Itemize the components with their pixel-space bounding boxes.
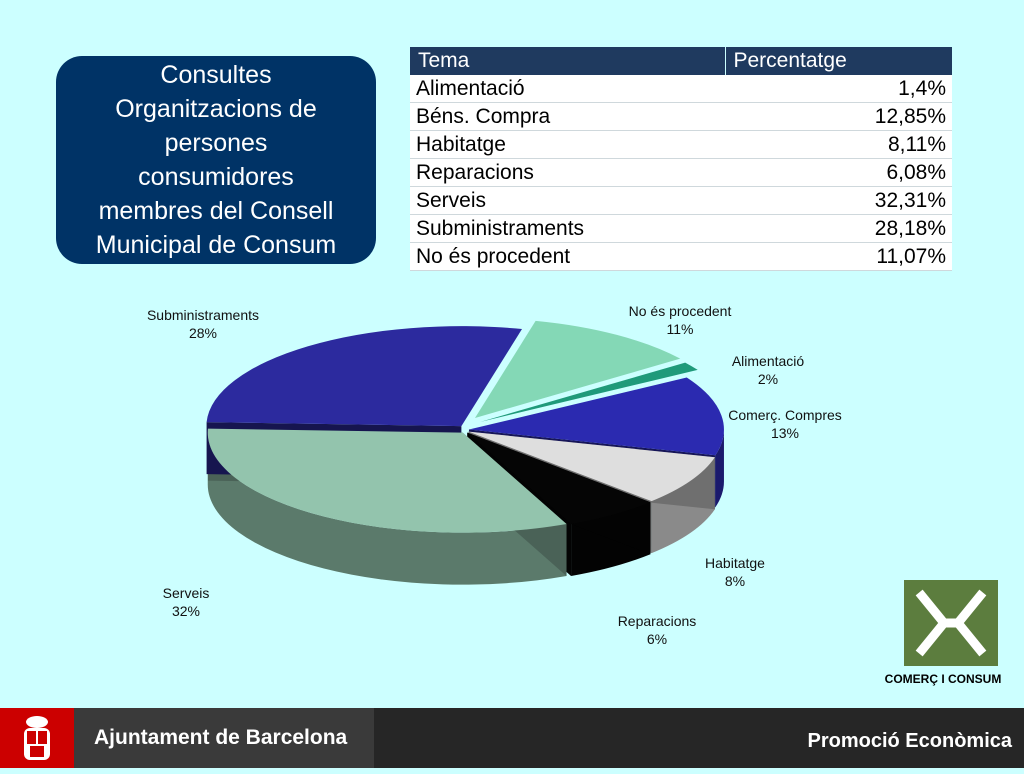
tema-cell: Béns. Compra [410, 102, 725, 131]
slice-percent-label: 28% [189, 325, 217, 341]
pie-slice-side [715, 429, 724, 508]
tema-cell: Reparacions [410, 158, 725, 187]
barcelona-crest-icon [0, 708, 74, 768]
pie-tops [206, 320, 724, 533]
slice-label: Habitatge [705, 555, 765, 571]
slice-label: Serveis [163, 585, 210, 601]
slice-label: Reparacions [618, 613, 697, 629]
pie-slice [474, 320, 681, 419]
slide-title-text: Consultes Organitzacions de persones con… [86, 58, 346, 262]
pie-chart: No és procedent 11% Alimentació 2% Comerç. C… [147, 303, 842, 647]
tema-cell: Serveis [410, 186, 725, 215]
percentage-table: Tema Percentatge Alimentació 1,4% Béns. C… [410, 47, 952, 271]
pie-slice [479, 362, 698, 422]
tema-cell: No és procedent [410, 242, 725, 271]
pct-cell: 8,11% [725, 130, 952, 159]
tema-cell: Subministraments [410, 214, 725, 243]
pie-slice [207, 428, 567, 533]
table-row: Reparacions 6,08% [410, 158, 952, 187]
pct-cell: 12,85% [725, 102, 952, 131]
footer-organization: Ajuntament de Barcelona [74, 708, 374, 768]
logo-glyph [915, 589, 987, 657]
slide-title: Consultes Organitzacions de persones con… [56, 56, 376, 264]
header-percentatge: Percentatge [724, 47, 952, 75]
pie-slice [468, 431, 715, 502]
slice-percent-label: 11% [667, 321, 694, 337]
title-line: Consultes [160, 61, 272, 89]
slice-percent-label: 6% [647, 631, 667, 647]
slice-label: Subministraments [147, 307, 259, 323]
title-line: consumidores [138, 163, 294, 191]
pie-slice-side [207, 432, 567, 585]
table-row: No és procedent 11,07% [410, 242, 952, 271]
title-line: Organitzacions de [115, 95, 317, 123]
header-tema: Tema [410, 47, 725, 75]
pie-slice [467, 432, 651, 524]
slice-percent-label: 32% [172, 603, 200, 619]
table-row: Serveis 32,31% [410, 186, 952, 215]
footer-bar: Ajuntament de Barcelona Promoció Econòmi… [0, 708, 1024, 768]
pct-cell: 28,18% [725, 214, 952, 243]
pie-labels: No és procedent 11% Alimentació 2% Comerç. C… [147, 303, 842, 647]
slice-label: Alimentació [732, 353, 805, 369]
slice-percent-label: 13% [771, 425, 799, 441]
slice-label: Comerç. Compres [728, 407, 842, 423]
logo-caption: COMERÇ I CONSUM [884, 672, 1002, 686]
tema-cell: Alimentació [410, 75, 725, 103]
comerc-consum-logo-icon [904, 580, 998, 666]
title-line: persones [164, 129, 268, 157]
slice-percent-label: 8% [725, 573, 745, 589]
pie-slice [468, 377, 724, 456]
pct-cell: 32,31% [725, 186, 952, 215]
pct-cell: 11,07% [725, 242, 952, 271]
table-row: Habitatge 8,11% [410, 130, 952, 159]
tema-cell: Habitatge [410, 130, 725, 159]
title-line: Municipal de Consum [95, 231, 337, 259]
table-row: Béns. Compra 12,85% [410, 102, 952, 131]
crest-glyph [24, 716, 50, 760]
pct-cell: 6,08% [725, 158, 952, 187]
table-row: Alimentació 1,4% [410, 75, 952, 103]
slice-percent-label: 2% [758, 371, 778, 387]
table-row: Subministraments 28,18% [410, 214, 952, 243]
footer-department: Promoció Econòmica [807, 730, 1013, 752]
pct-cell: 1,4% [725, 75, 952, 103]
slice-label: No és procedent [629, 303, 732, 319]
pie-slice [206, 326, 523, 427]
title-line: membres del Consell [98, 197, 334, 225]
table-header-row: Tema Percentatge [410, 47, 952, 75]
